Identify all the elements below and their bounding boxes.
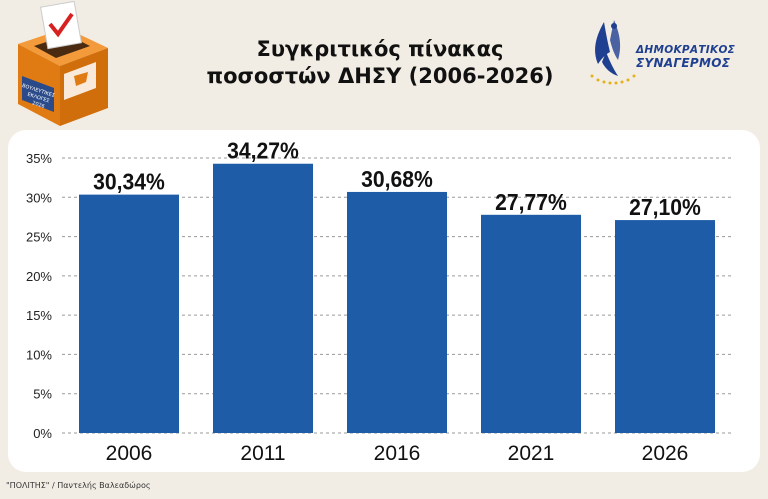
y-tick-label: 0% (33, 426, 52, 441)
logo-line-1: ΔΗΜΟΚΡΑΤΙΚΟΣ (636, 44, 736, 56)
bar-value-label: 34,27% (227, 138, 299, 164)
bar-2016 (347, 191, 447, 433)
y-tick-label: 15% (26, 308, 52, 323)
bar-2006 (79, 194, 179, 433)
bar-value-label: 30,34% (93, 169, 165, 195)
y-tick-label: 20% (26, 269, 52, 284)
x-category-label: 2026 (642, 442, 689, 465)
chart-title: Συγκριτικός πίνακας ποσοστών ΔΗΣΥ (2006-… (180, 36, 580, 90)
bar-2021 (481, 214, 581, 433)
bar-2011 (213, 163, 313, 433)
bar-value-label: 30,68% (361, 166, 433, 192)
y-tick-label: 30% (26, 190, 52, 205)
bar-value-label: 27,77% (495, 189, 567, 215)
title-line-1: Συγκριτικός πίνακας (256, 37, 504, 61)
x-category-label: 2006 (106, 442, 153, 465)
bar-2026 (615, 220, 715, 433)
y-tick-label: 35% (26, 151, 52, 166)
title-line-2: ποσοστών ΔΗΣΥ (2006-2026) (206, 64, 554, 88)
y-tick-label: 10% (26, 347, 52, 362)
logo-line-2: ΣΥΝΑΓΕΡΜΟΣ (636, 56, 731, 70)
y-tick-label: 25% (26, 230, 52, 245)
x-category-label: 2021 (508, 442, 555, 465)
party-logo-emblem (590, 20, 636, 85)
x-category-label: 2016 (374, 442, 421, 465)
x-category-label: 2011 (240, 442, 285, 465)
ballot-label-line3: 2026 (31, 100, 45, 110)
y-tick-label: 5% (33, 387, 52, 402)
source-credit: "ΠΟΛΙΤΗΣ" / Παντελής Βαλεαδώρος (6, 481, 151, 490)
ballot-box-illustration: ΒΟΥΛΕΥΤΙΚΕΣ ΕΚΛΟΓΕΣ 2026 (18, 0, 108, 126)
party-logo-text: ΔΗΜΟΚΡΑΤΙΚΟΣ ΣΥΝΑΓΕΡΜΟΣ (636, 44, 735, 70)
bar-value-label: 27,10% (629, 194, 701, 220)
